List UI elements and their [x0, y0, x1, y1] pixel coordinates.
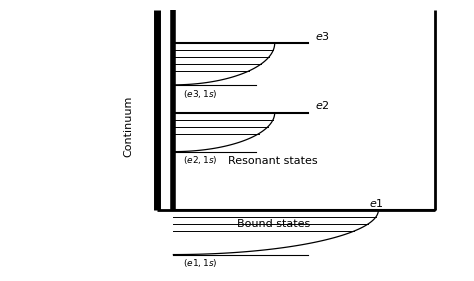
Text: $e3$: $e3$: [315, 30, 330, 42]
Text: $(e1,1s)$: $(e1,1s)$: [183, 257, 218, 269]
Text: Resonant states: Resonant states: [228, 156, 317, 166]
Text: Continuum: Continuum: [124, 96, 134, 157]
Text: $(e2,1s)$: $(e2,1s)$: [183, 155, 218, 166]
Text: $e1$: $e1$: [369, 197, 384, 209]
Text: Bound states: Bound states: [237, 219, 310, 229]
Text: $e2$: $e2$: [315, 99, 329, 111]
Text: $(e3,1s)$: $(e3,1s)$: [183, 88, 218, 100]
